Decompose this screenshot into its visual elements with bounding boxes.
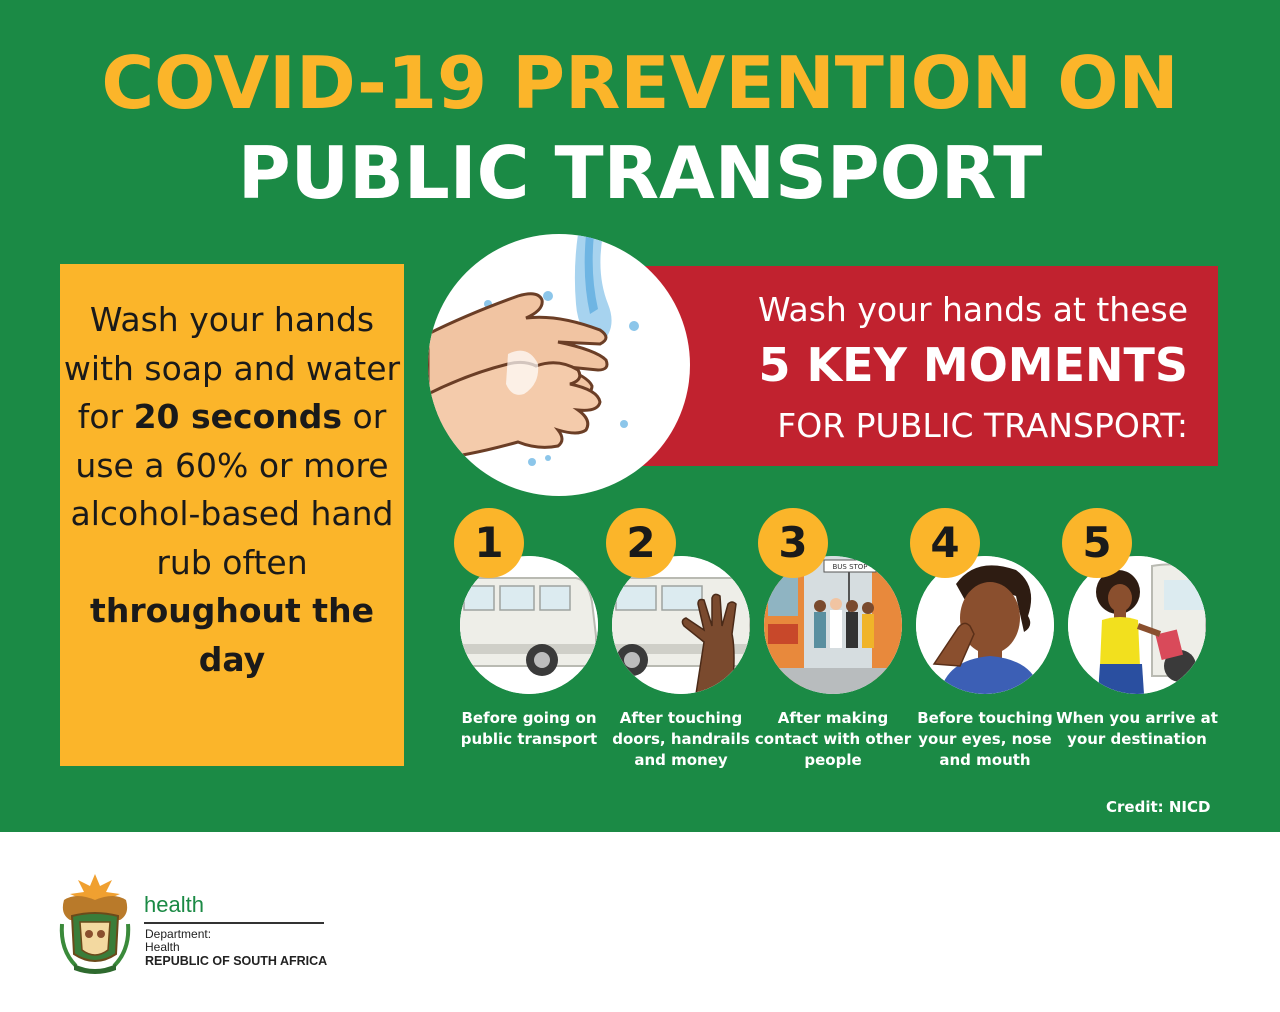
footer-country: REPUBLIC OF SOUTH AFRICA: [145, 954, 328, 968]
step-3-label: After making contact with other people: [754, 709, 912, 769]
credit-text: Credit: NICD: [1106, 798, 1211, 816]
washing-hands-icon: [428, 234, 639, 466]
step-5-number: 5: [1062, 508, 1132, 578]
wash-hands-text: Wash your hands with soap and water for …: [60, 296, 404, 684]
step-1-number: 1: [454, 508, 524, 578]
step-2-photo: [612, 556, 750, 694]
footer-department-line-2: Health: [145, 940, 180, 954]
hand-on-taxi-icon: [612, 556, 750, 694]
key-moment-step-2: 2 After touching doors, handrails and mo…: [606, 508, 756, 769]
key-moment-step-1: 1 Before going on public transport: [454, 508, 604, 768]
step-4-label: Before touching your eyes, nose and mout…: [917, 709, 1053, 769]
footer-divider: [144, 922, 324, 924]
wash-text-bold-duration: 20 seconds: [133, 397, 343, 436]
step-2-number: 2: [606, 508, 676, 578]
wash-hands-box: Wash your hands with soap and water for …: [60, 264, 404, 766]
step-3-photo: BUS STOP: [764, 556, 902, 694]
key-moments-line-3: FOR PUBLIC TRANSPORT:: [777, 406, 1188, 445]
key-moments-line-1: Wash your hands at these: [757, 290, 1188, 329]
title-line-2: PUBLIC TRANSPORT: [237, 131, 1043, 215]
step-1-photo: [460, 556, 598, 694]
step-2-label: After touching doors, handrails and mone…: [612, 709, 750, 769]
footer-health-wordmark: health: [144, 892, 204, 917]
key-moment-step-3: BUS STOP 3 After making contact with oth…: [755, 508, 911, 769]
step-1-label: Before going on public transport: [460, 709, 598, 748]
poster-background: COVID-19 PREVENTION ON PUBLIC TRANSPORT …: [0, 0, 1280, 832]
step-4-photo: [916, 556, 1054, 694]
svg-text:BUS STOP: BUS STOP: [832, 563, 867, 571]
footer-department: Department: Health: [145, 928, 211, 954]
key-moments-line-2: 5 KEY MOMENTS: [758, 338, 1189, 392]
wash-text-part-2: or use a 60% or more alcohol-based hand …: [70, 397, 394, 582]
key-moment-step-5: 5 When you arrive at your destination: [1056, 508, 1218, 768]
coat-of-arms-icon: [56, 870, 134, 974]
key-moment-step-4: 4 Before touching your eyes, nose and mo…: [910, 508, 1060, 769]
minibus-taxi-icon: [460, 556, 598, 694]
person-touching-face-icon: [916, 556, 1054, 694]
footer-department-line-1: Department:: [145, 927, 212, 941]
handwashing-illustration: [428, 234, 690, 496]
step-4-number: 4: [910, 508, 980, 578]
title-line-1: COVID-19 PREVENTION ON: [101, 41, 1179, 125]
step-5-label: When you arrive at your destination: [1056, 709, 1218, 748]
step-3-number: 3: [758, 508, 828, 578]
wash-text-part-1: Wash your hands with soap and water for: [63, 300, 401, 436]
wash-text-bold-frequency: throughout the day: [90, 591, 374, 679]
